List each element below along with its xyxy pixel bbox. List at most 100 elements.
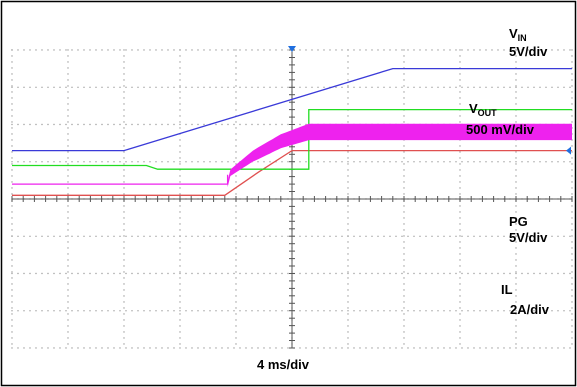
grid-dot [459, 79, 461, 81]
grid-dot [29, 235, 31, 237]
grid-dot [131, 235, 133, 237]
grid-dot [269, 310, 271, 312]
grid-dot [403, 283, 405, 285]
grid-dot [125, 310, 127, 312]
grid-dot [47, 235, 49, 237]
grid-dot [235, 325, 237, 327]
grid-dot [59, 86, 61, 89]
grid-dot [209, 310, 211, 312]
grid-dot [203, 123, 205, 126]
grid-dot [235, 121, 237, 123]
grid-dot [209, 161, 211, 163]
grid-dot [113, 272, 115, 275]
grid-dot [509, 310, 511, 312]
grid-dot [185, 123, 187, 126]
grid-dot [485, 310, 487, 312]
grid-dot [257, 347, 259, 349]
grid-dot [179, 157, 181, 159]
grid-dot [403, 187, 405, 189]
grid-dot [497, 310, 499, 312]
grid-dot [123, 211, 125, 213]
grid-dot [89, 86, 91, 89]
grid-dot [515, 157, 517, 159]
grid-dot [347, 289, 349, 291]
grid-dot [515, 161, 517, 163]
grid-dot [95, 310, 97, 312]
grid-dot [179, 123, 181, 126]
grid-dot [155, 235, 157, 237]
grid-dot [35, 310, 37, 312]
grid-dot [527, 310, 529, 312]
grid-dot [59, 272, 61, 275]
grid-dot [235, 151, 237, 153]
grid-dot [95, 49, 97, 51]
grid-dot [101, 49, 103, 51]
grid-dot [67, 271, 69, 273]
grid-dot [403, 253, 405, 255]
grid-dot [23, 272, 25, 275]
grid-dot [459, 103, 461, 105]
grid-dot [305, 161, 307, 163]
grid-dot [467, 347, 469, 349]
grid-dot [341, 161, 343, 163]
grid-dot [449, 161, 451, 163]
grid-dot [67, 91, 69, 93]
grid-dot [571, 193, 573, 195]
grid-dot [11, 161, 13, 163]
grid-dot [311, 161, 313, 163]
grid-dot [35, 272, 37, 275]
grid-dot [77, 347, 79, 349]
grid-dot [311, 310, 313, 312]
grid-dot [191, 310, 193, 312]
grid-dot [203, 272, 205, 275]
grid-dot [11, 67, 13, 69]
grid-dot [17, 161, 19, 163]
grid-dot [123, 229, 125, 231]
grid-dot [545, 49, 547, 51]
grid-dot [515, 145, 517, 147]
grid-dot [467, 86, 469, 89]
grid-dot [467, 235, 469, 237]
grid-dot [239, 123, 241, 126]
grid-dot [47, 86, 49, 89]
grid-dot [203, 310, 205, 312]
grid-dot [545, 86, 547, 89]
pg-label: PG [509, 214, 528, 229]
grid-dot [347, 253, 349, 255]
grid-dot [149, 347, 151, 349]
grid-dot [235, 205, 237, 207]
grid-dot [11, 307, 13, 309]
trigger-level-marker [566, 146, 571, 155]
grid-dot [11, 337, 13, 339]
grid-dot [347, 331, 349, 333]
grid-dot [431, 235, 433, 237]
grid-dot [179, 325, 181, 327]
grid-dot [403, 211, 405, 213]
grid-dot [119, 161, 121, 163]
grid-dot [67, 127, 69, 129]
grid-dot [503, 235, 505, 237]
grid-dot [403, 217, 405, 219]
grid-dot [263, 310, 265, 312]
grid-dot [251, 235, 253, 237]
grid-dot [179, 253, 181, 255]
grid-dot [125, 49, 127, 51]
grid-dot [571, 151, 573, 153]
grid-dot [123, 217, 125, 219]
grid-dot [497, 347, 499, 349]
grid-dot [359, 86, 361, 89]
grid-dot [347, 73, 349, 75]
grid-dot [197, 310, 199, 312]
grid-dot [365, 49, 367, 51]
grid-dot [533, 161, 535, 163]
grid-dot [509, 49, 511, 51]
grid-dot [23, 86, 25, 89]
grid-dot [179, 161, 181, 163]
grid-dot [403, 235, 405, 237]
grid-dot [403, 163, 405, 165]
grid-dot [251, 310, 253, 312]
grid-dot [221, 161, 223, 163]
grid-dot [571, 271, 573, 273]
grid-dot [403, 97, 405, 99]
grid-dot [371, 161, 373, 163]
